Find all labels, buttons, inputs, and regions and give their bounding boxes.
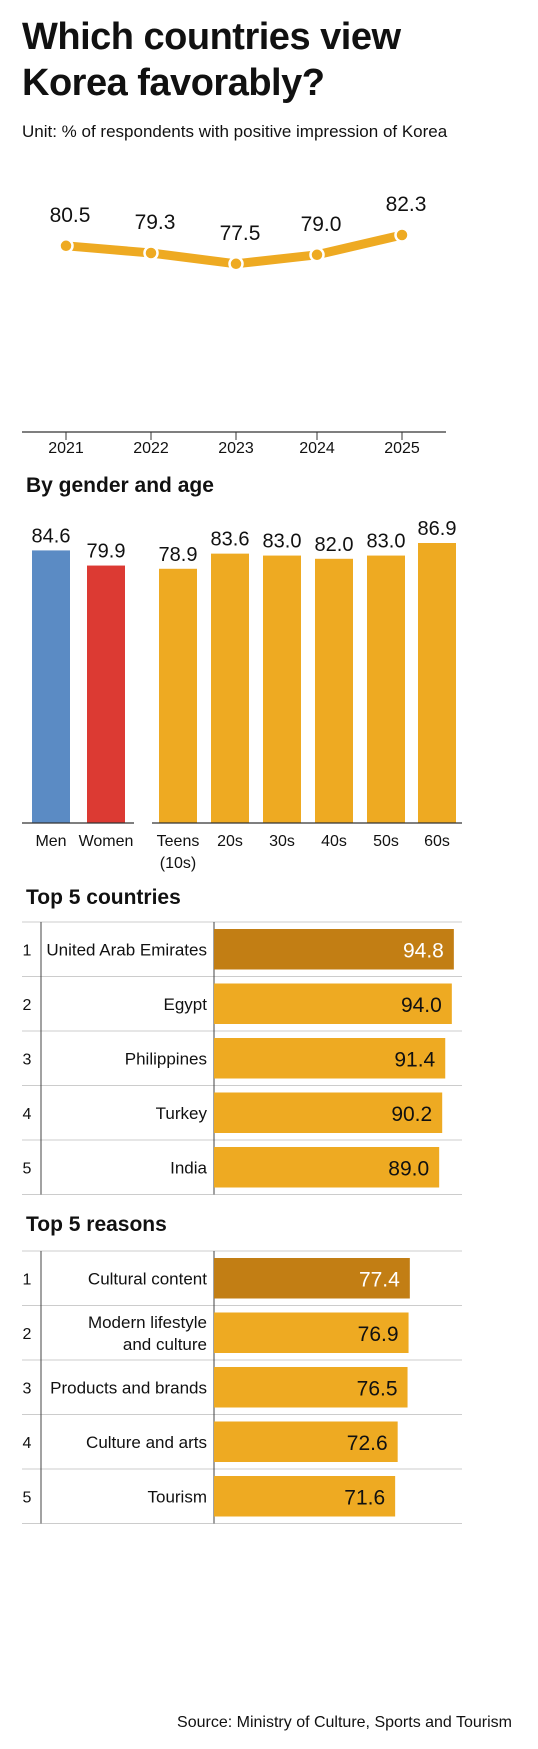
trend-point — [228, 256, 244, 272]
source-note: Source: Ministry of Culture, Sports and … — [177, 1714, 512, 1731]
country-value-label: 89.0 — [388, 1157, 429, 1180]
trend-value-label: 77.5 — [220, 222, 261, 245]
bar-value-label: 82.0 — [315, 534, 354, 556]
section-title-gender-age: By gender and age — [26, 474, 214, 497]
trend-point — [143, 245, 159, 261]
trend-point — [309, 247, 325, 263]
bar-category-label: 30s — [269, 833, 295, 850]
bar-category-label: Men — [35, 833, 66, 850]
country-rank: 2 — [23, 997, 32, 1014]
page-title: Which countries view Korea favorably? — [22, 14, 522, 106]
trend-value-label: 79.3 — [135, 211, 176, 234]
country-label: India — [170, 1158, 207, 1177]
country-rank: 1 — [23, 942, 32, 959]
title-line-1: Which countries view — [22, 16, 401, 58]
reason-label: and culture — [123, 1335, 207, 1354]
reason-value-label: 76.5 — [357, 1377, 398, 1400]
country-bar — [214, 929, 454, 970]
bar — [32, 550, 70, 823]
bar — [418, 543, 456, 823]
reason-value-label: 71.6 — [344, 1486, 385, 1509]
country-value-label: 90.2 — [391, 1103, 432, 1126]
country-label: Turkey — [156, 1104, 208, 1123]
country-rank: 4 — [23, 1106, 32, 1123]
x-tick-label: 2021 — [48, 440, 84, 457]
reason-rank: 3 — [23, 1380, 32, 1397]
bar-value-label: 86.9 — [418, 518, 457, 540]
top-countries-chart: 1 United Arab Emirates 94.8 2 Egypt 94.0 3 Phil… — [22, 921, 462, 1195]
bar — [263, 555, 301, 823]
reason-bar — [214, 1476, 396, 1517]
section-title-reasons: Top 5 reasons — [26, 1213, 167, 1236]
bar — [159, 568, 197, 823]
reason-label: Culture and arts — [86, 1433, 207, 1452]
reason-label: Cultural content — [88, 1269, 207, 1288]
section-title-countries: Top 5 countries — [26, 886, 181, 909]
bar-category-label: Teens — [157, 833, 200, 850]
x-tick-label: 2023 — [218, 440, 254, 457]
trend-value-label: 80.5 — [50, 204, 91, 227]
title-line-2: Korea favorably? — [22, 62, 325, 104]
country-rank: 3 — [23, 1051, 32, 1068]
country-bar — [214, 1147, 440, 1188]
country-value-label: 91.4 — [394, 1048, 435, 1071]
bar-category-label: (10s) — [160, 855, 196, 872]
trend-point — [58, 238, 74, 254]
reason-value-label: 77.4 — [359, 1268, 400, 1291]
bar-category-label: 20s — [217, 833, 243, 850]
bar — [367, 555, 405, 823]
trend-line-chart: 80.5 79.3 77.5 79.0 82.3 2021 2022 2023 2024 2025 — [22, 193, 446, 457]
bar-value-label: 84.6 — [32, 525, 71, 547]
country-label: United Arab Emirates — [46, 940, 207, 959]
reason-bar — [214, 1421, 398, 1462]
bar-value-label: 83.0 — [367, 531, 406, 553]
reason-value-label: 72.6 — [347, 1432, 388, 1455]
top-reasons-chart: 1 Cultural content 77.4 2 Modern lifestyle an… — [22, 1250, 462, 1524]
country-label: Egypt — [164, 995, 208, 1014]
unit-note: Unit: % of respondents with positive imp… — [22, 122, 448, 141]
reason-rank: 1 — [23, 1271, 32, 1288]
reason-label: Products and brands — [50, 1378, 207, 1397]
bar — [87, 565, 125, 823]
bar — [315, 558, 353, 823]
country-label: Philippines — [125, 1049, 207, 1068]
bar — [211, 553, 249, 823]
trend-value-label: 82.3 — [386, 193, 427, 216]
x-tick-label: 2025 — [384, 440, 420, 457]
x-tick-label: 2022 — [133, 440, 169, 457]
bar-category-label: 40s — [321, 833, 347, 850]
bar-category-label: 50s — [373, 833, 399, 850]
country-bar — [214, 1038, 446, 1079]
gender-age-bar-chart: 84.6 Men 79.9 Women 78.9 Teens (10s) 83.6 20s 83.… — [22, 518, 462, 872]
bar-category-label: Women — [79, 833, 134, 850]
bar-value-label: 83.0 — [263, 531, 302, 553]
x-tick-label: 2024 — [299, 440, 335, 457]
reason-bar — [214, 1258, 410, 1299]
country-rank: 5 — [23, 1160, 32, 1177]
reason-bar — [214, 1312, 409, 1353]
bar-value-label: 83.6 — [211, 529, 250, 551]
reason-rank: 5 — [23, 1489, 32, 1506]
bar-category-label: 60s — [424, 833, 450, 850]
reason-rank: 2 — [23, 1326, 32, 1343]
reason-label: Tourism — [147, 1487, 207, 1506]
reason-label: Modern lifestyle — [88, 1313, 207, 1332]
country-value-label: 94.0 — [401, 994, 442, 1017]
trend-point — [394, 227, 410, 243]
trend-value-label: 79.0 — [301, 213, 342, 236]
reason-bar — [214, 1367, 408, 1408]
bar-value-label: 78.9 — [159, 544, 198, 566]
reason-value-label: 76.9 — [358, 1323, 399, 1346]
bar-value-label: 79.9 — [87, 541, 126, 563]
country-bar — [214, 1092, 443, 1133]
reason-rank: 4 — [23, 1435, 32, 1452]
country-bar — [214, 983, 452, 1024]
country-value-label: 94.8 — [403, 939, 444, 962]
